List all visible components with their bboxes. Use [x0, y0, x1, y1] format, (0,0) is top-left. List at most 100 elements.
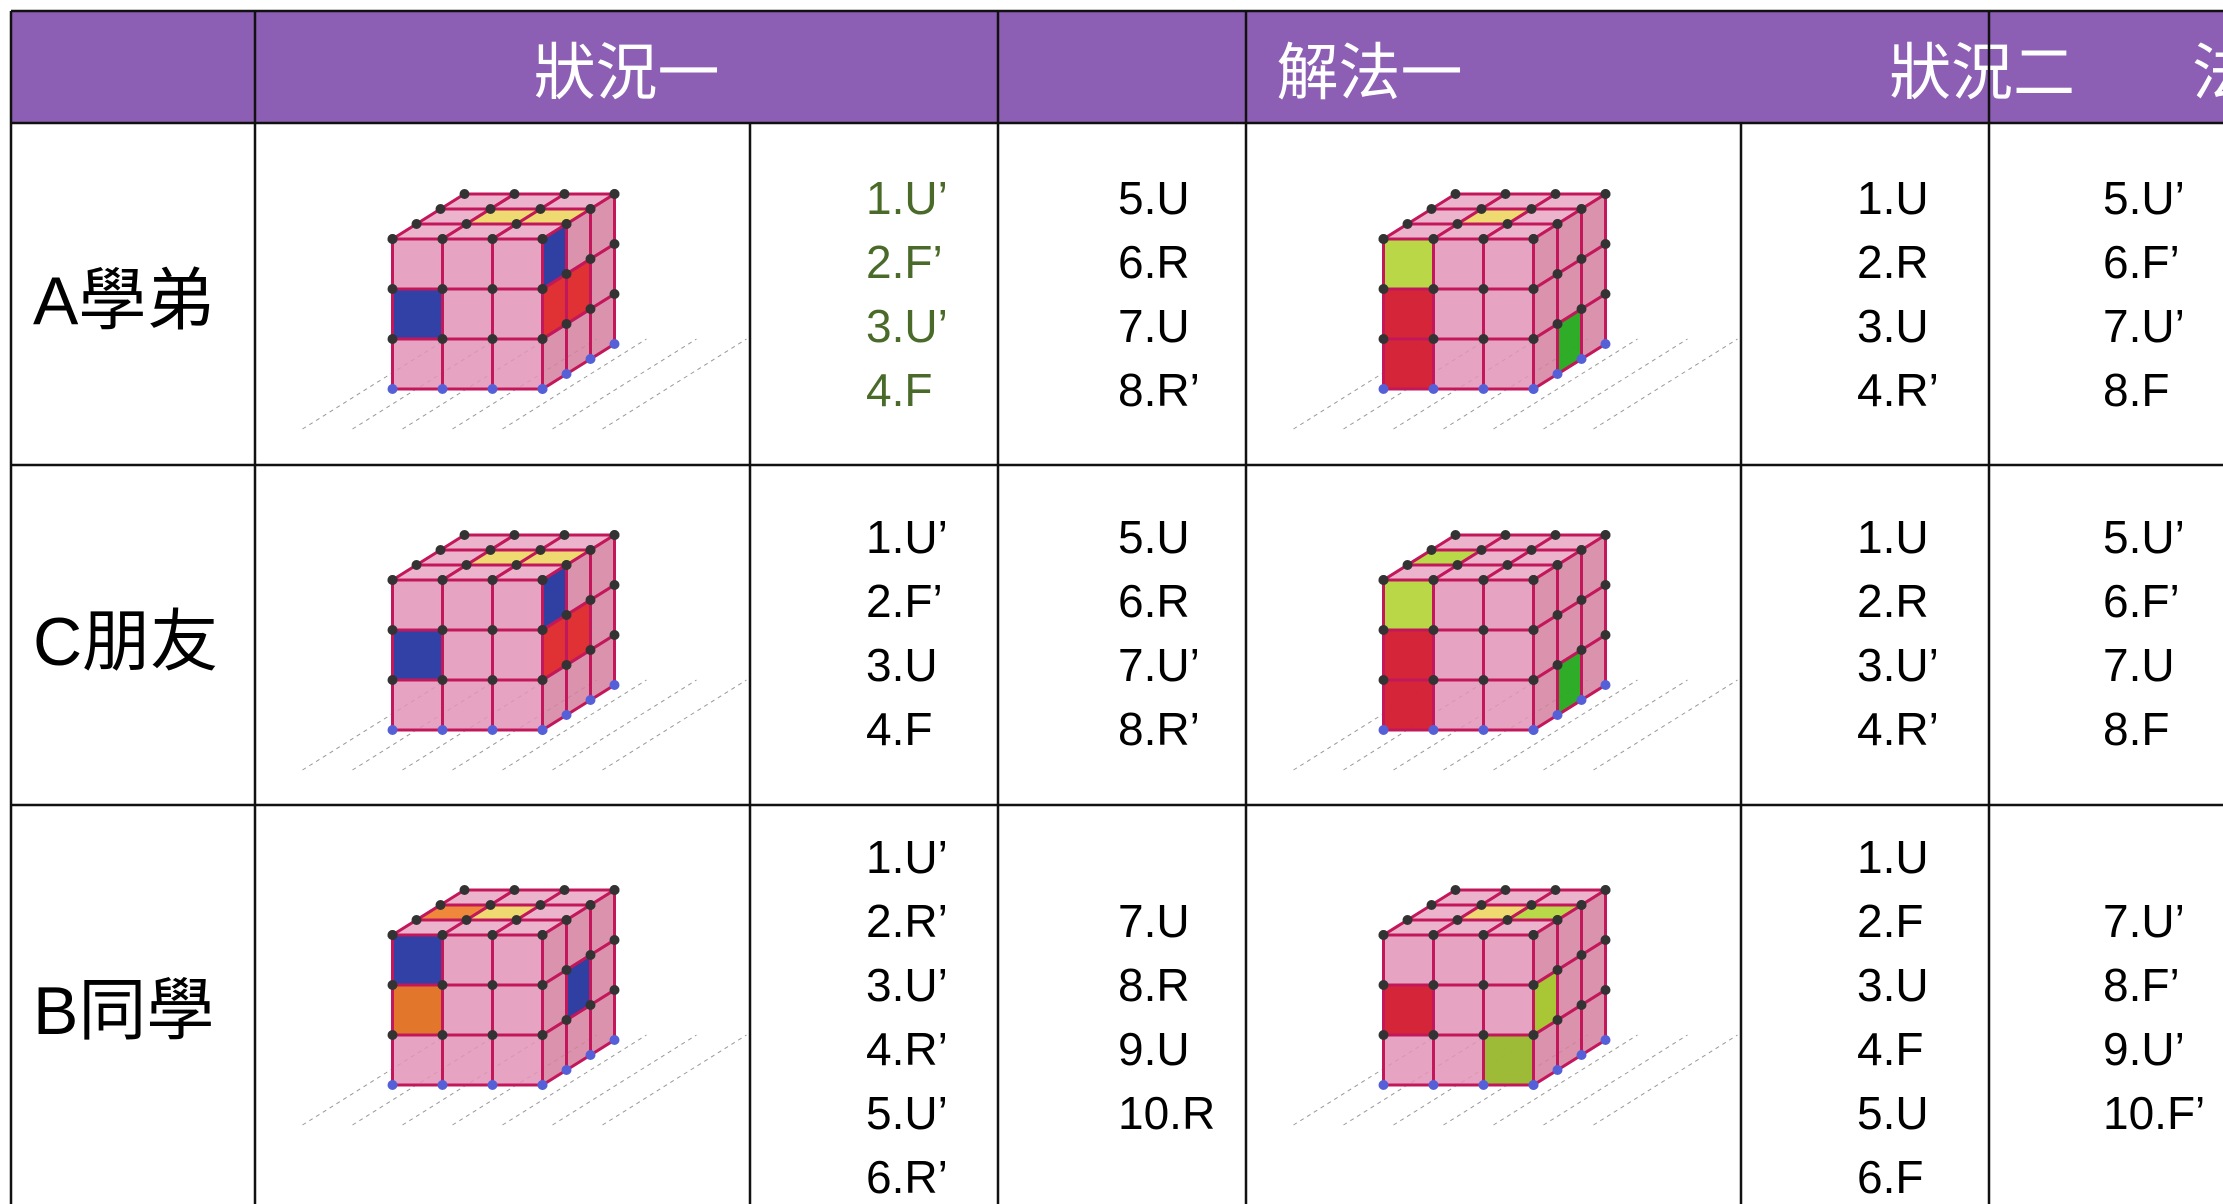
- cube-node: [387, 284, 398, 294]
- cube-node: [1600, 885, 1611, 895]
- cube-node: [387, 725, 398, 735]
- cube-face: [391, 1033, 444, 1087]
- cube-node: [1402, 915, 1413, 925]
- cube-node: [1528, 334, 1539, 344]
- cube-image: [1293, 530, 1738, 771]
- cube-node: [461, 219, 472, 229]
- cube-node: [511, 219, 522, 229]
- cube-face: [1482, 287, 1535, 341]
- move: 10.R: [1118, 1087, 1216, 1139]
- move: 7.U’: [2103, 300, 2185, 352]
- cube-node: [1402, 560, 1413, 570]
- cube-node: [437, 384, 448, 394]
- cube-sticker: [1382, 578, 1435, 632]
- cube-node: [537, 1080, 548, 1090]
- cube-face: [1382, 933, 1435, 987]
- cube-node: [1528, 725, 1539, 735]
- cube-node: [1426, 545, 1437, 555]
- cube-node: [387, 1030, 398, 1040]
- move: 5.U’: [2103, 172, 2185, 224]
- cube-node: [585, 900, 596, 910]
- header-cell: 狀況二: [1741, 11, 2223, 123]
- move: 4.R’: [1857, 364, 1939, 416]
- cube-node: [1600, 239, 1611, 249]
- move: 1.U’: [866, 831, 948, 883]
- cube-node: [1528, 384, 1539, 394]
- move: 8.R’: [1118, 364, 1200, 416]
- cube-node: [1378, 675, 1389, 685]
- cube-node: [1428, 725, 1439, 735]
- cube-node: [561, 1015, 572, 1025]
- cube-node: [1478, 980, 1489, 990]
- cube-node: [1452, 915, 1463, 925]
- cube-face: [1482, 578, 1535, 632]
- cube-node: [1402, 219, 1413, 229]
- cube-sticker: [1382, 337, 1435, 391]
- move: 6.R: [1118, 575, 1190, 627]
- cube-node: [559, 189, 570, 199]
- move: 6.F: [1857, 1151, 1924, 1203]
- move: 1.U: [1857, 172, 1929, 224]
- cube-face: [391, 678, 444, 732]
- cube-node: [1478, 384, 1489, 394]
- cube-node: [1502, 560, 1513, 570]
- move: 4.R’: [866, 1023, 948, 1075]
- cube-node: [437, 575, 448, 585]
- move: 3.U’: [866, 300, 948, 352]
- cube-node: [1452, 560, 1463, 570]
- cube-node: [1600, 935, 1611, 945]
- move: 1.U: [1857, 831, 1929, 883]
- cube-face: [491, 933, 544, 987]
- cube-node: [609, 239, 620, 249]
- cube-sticker: [1382, 287, 1435, 341]
- cube-node: [585, 545, 596, 555]
- cube-node: [437, 980, 448, 990]
- cube-face: [491, 678, 544, 732]
- cube-node: [1552, 965, 1563, 975]
- cube-node: [1552, 219, 1563, 229]
- cube-node: [537, 625, 548, 635]
- cube-sticker: [1382, 678, 1435, 732]
- cube-face: [1432, 933, 1485, 987]
- cube-node: [1452, 219, 1463, 229]
- cube-node: [585, 695, 596, 705]
- cube-node: [609, 1035, 620, 1045]
- cube-node: [1426, 900, 1437, 910]
- move: 6.F’: [2103, 575, 2180, 627]
- cube-node: [537, 1030, 548, 1040]
- cube-node: [487, 1080, 498, 1090]
- cube-node: [1600, 580, 1611, 590]
- cube-node: [537, 384, 548, 394]
- cube-face: [441, 237, 494, 291]
- cube-face: [1482, 983, 1535, 1037]
- header-cell: 狀況一: [255, 11, 998, 123]
- cube-node: [1500, 885, 1511, 895]
- cube-node: [1478, 334, 1489, 344]
- cube-sticker: [391, 287, 444, 341]
- cube-sticker: [391, 983, 444, 1037]
- cube-node: [537, 980, 548, 990]
- cube-node: [509, 530, 520, 540]
- cube-node: [1378, 725, 1389, 735]
- cube-node: [1478, 725, 1489, 735]
- cube-node: [1552, 319, 1563, 329]
- cube-node: [1378, 930, 1389, 940]
- move: 2.R: [1857, 575, 1929, 627]
- cube-node: [1500, 530, 1511, 540]
- cube-node: [535, 545, 546, 555]
- cube-node: [537, 284, 548, 294]
- cube-node: [509, 189, 520, 199]
- cube-node: [561, 219, 572, 229]
- cube-node: [1500, 189, 1511, 199]
- header-cell: 解法一: [998, 11, 1741, 123]
- cube-node: [535, 204, 546, 214]
- cube-node: [1600, 530, 1611, 540]
- cube-node: [437, 725, 448, 735]
- cube-node: [585, 1050, 596, 1060]
- cube-face: [1482, 337, 1535, 391]
- move: 5.U: [1857, 1087, 1929, 1139]
- cube-node: [437, 1080, 448, 1090]
- cube-node: [585, 204, 596, 214]
- cube-node: [435, 545, 446, 555]
- cube-node: [1378, 575, 1389, 585]
